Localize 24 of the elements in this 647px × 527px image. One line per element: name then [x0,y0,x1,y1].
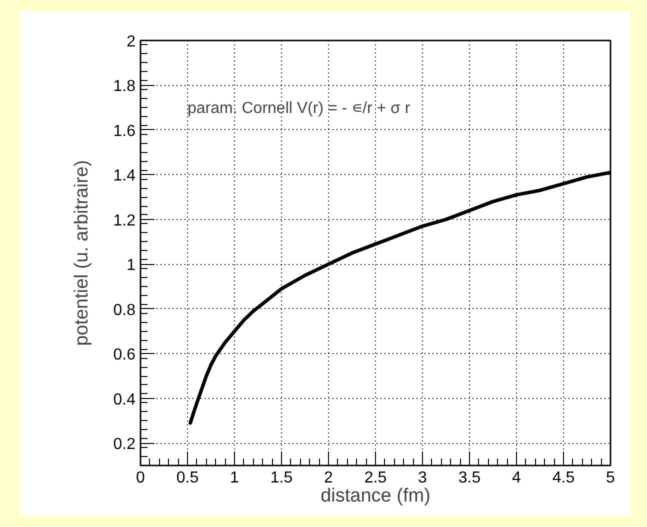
y-tick-label: 2 [126,34,136,50]
y-tick-label: 0.8 [113,302,136,319]
y-tick-label: 0.6 [113,346,136,364]
x-tick-label: 3 [418,470,428,486]
y-tick-label: 0.4 [113,391,136,408]
x-tick-label: 3.5 [458,470,481,486]
annotation: param. Cornell V(r) = - ∊/r + σ r [188,100,411,117]
y-tick-label: 1.4 [113,168,136,185]
y-tick-label: 0.2 [113,436,136,454]
x-tick-label: 4.5 [552,470,575,486]
x-axis-title: distance (fm) [320,486,430,506]
y-tick-label: 1 [126,257,136,274]
x-tick-label: 5 [606,470,616,486]
x-tick-label: 0.5 [176,470,199,486]
x-tick-label: 2.5 [364,470,387,486]
x-tick-label: 4 [512,470,522,486]
x-tick-label: 2 [324,470,334,486]
y-axis-title: potentiel (u. arbitraire) [71,160,92,346]
x-tick-label: 1 [230,470,240,486]
x-tick-label: 0 [136,470,146,486]
y-tick-label: 1.2 [113,212,136,230]
x-tick-label: 1.5 [270,470,293,486]
y-tick-label: 1.6 [113,122,136,140]
y-tick-label: 1.8 [113,78,136,96]
